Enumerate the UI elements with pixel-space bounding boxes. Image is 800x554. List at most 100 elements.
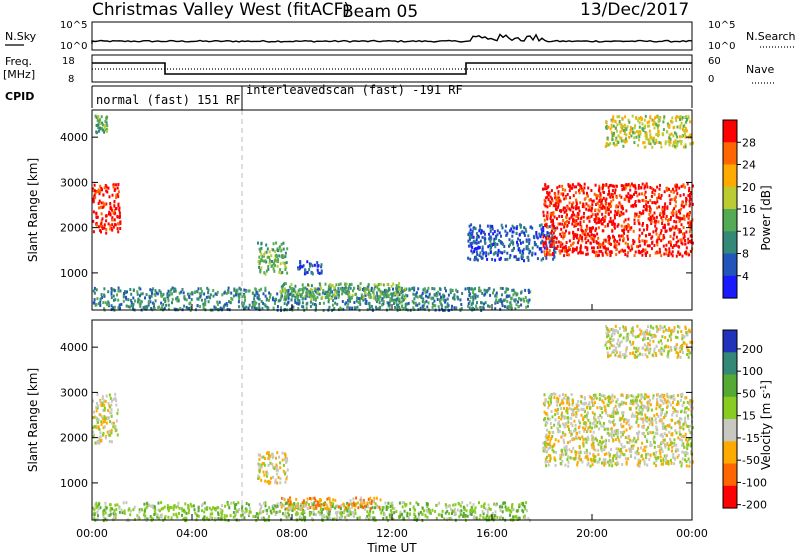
power-echo-cell — [100, 115, 103, 119]
velocity-echo-cell — [488, 507, 491, 511]
power-echo-cell — [259, 270, 262, 274]
velocity-echo-cell — [346, 514, 349, 517]
power-echo-cell — [608, 242, 611, 246]
power-echo-cell — [494, 307, 497, 311]
power-echo-cell — [546, 225, 549, 229]
power-echo-cell — [531, 253, 534, 257]
power-echo-cell — [480, 229, 483, 233]
power-echo-cell — [146, 304, 149, 308]
power-echo-cell — [139, 304, 142, 308]
power-echo-cell — [600, 250, 603, 253]
velocity-echo-cell — [443, 517, 446, 521]
power-echo-cell — [610, 192, 613, 196]
power-echo-cell — [500, 234, 502, 238]
power-echo-cell — [306, 271, 309, 274]
power-echo-cell — [606, 224, 609, 228]
power-echo-cell — [437, 305, 440, 309]
power-echo-cell — [685, 230, 688, 234]
power-echo-cell — [117, 306, 120, 310]
power-echo-cell — [571, 250, 574, 254]
power-echo-cell — [678, 209, 681, 213]
power-echo-cell — [350, 282, 353, 286]
velocity-echo-cell — [288, 513, 291, 517]
velocity-echo-cell — [286, 507, 289, 511]
power-echo-cell — [470, 287, 473, 291]
velocity-echo-cell — [97, 404, 100, 408]
power-echo-cell — [523, 259, 525, 263]
velocity-echo-cell — [513, 515, 516, 519]
power-echo-cell — [347, 290, 350, 294]
velocity-echo-cell — [594, 418, 597, 422]
power-echo-cell — [621, 116, 624, 120]
velocity-echo-cell — [671, 449, 673, 453]
power-echo-cell — [687, 221, 690, 225]
power-echo-cell — [598, 209, 601, 213]
velocity-echo-cell — [419, 510, 422, 514]
power-echo-cell — [154, 293, 157, 297]
power-echo-cell — [483, 239, 486, 243]
power-echo-cell — [565, 229, 567, 233]
power-echo-cell — [624, 218, 627, 222]
velocity-echo-cell — [645, 428, 648, 432]
power-echo-cell — [584, 197, 587, 201]
velocity-echo-cell — [518, 505, 521, 509]
freq-tick-bottom: 8 — [68, 74, 74, 85]
power-echo-cell — [510, 307, 513, 311]
velocity-echo-cell — [598, 427, 601, 431]
power-echo-cell — [483, 236, 486, 240]
power-echo-cell — [519, 241, 522, 245]
velocity-echo-cell — [637, 435, 640, 439]
velocity-echo-cell — [673, 442, 676, 446]
velocity-echo-cell — [425, 503, 428, 507]
velocity-echo-cell — [561, 415, 564, 419]
power-echo-cell — [451, 289, 454, 293]
velocity-echo-cell — [110, 411, 113, 415]
power-echo-cell — [577, 222, 580, 226]
power-echo-cell — [104, 202, 107, 206]
velocity-echo-cell — [426, 505, 429, 508]
power-echo-cell — [554, 193, 557, 197]
power-echo-cell — [490, 245, 493, 249]
power-echo-cell — [596, 232, 599, 236]
velocity-echo-cell — [201, 504, 203, 508]
power-echo-cell — [290, 298, 293, 302]
power-echo-cell — [691, 184, 694, 188]
power-echo-cell — [590, 228, 593, 232]
power-echo-cell — [154, 299, 157, 303]
velocity-echo-cell — [320, 503, 323, 507]
power-echo-cell — [268, 255, 271, 259]
power-echo-cell — [484, 241, 487, 245]
power-echo-cell — [257, 297, 260, 301]
power-echo-cell — [652, 188, 655, 192]
velocity-echo-cell — [329, 516, 332, 520]
velocity-echo-cell — [281, 503, 284, 507]
velocity-echo-cell — [98, 502, 101, 506]
velocity-echo-cell — [399, 514, 402, 518]
velocity-echo-cell — [684, 407, 687, 410]
velocity-echo-cell — [367, 505, 370, 509]
power-echo-cell — [629, 188, 632, 192]
power-echo-cell — [268, 291, 271, 295]
velocity-echo-cell — [401, 501, 404, 505]
power-echo-cell — [571, 222, 574, 226]
power-echo-cell — [655, 138, 658, 142]
power-echo-cell — [260, 287, 263, 291]
velocity-echo-cell — [214, 517, 217, 521]
velocity-echo-cell — [107, 402, 110, 405]
power-colorbar-tick-label: 4 — [742, 270, 749, 283]
power-echo-cell — [320, 269, 323, 273]
power-echo-cell — [528, 241, 531, 245]
power-echo-cell — [624, 130, 627, 134]
power-echo-cell — [525, 245, 528, 249]
power-echo-cell — [648, 129, 651, 133]
power-echo-cell — [267, 265, 270, 268]
power-echo-cell — [270, 254, 273, 258]
power-echo-cell — [672, 211, 675, 215]
velocity-echo-cell — [351, 511, 354, 514]
velocity-echo-cell — [640, 454, 643, 458]
power-echo-cell — [214, 306, 217, 310]
power-echo-cell — [109, 205, 112, 209]
power-echo-cell — [468, 290, 470, 294]
velocity-echo-cell — [295, 497, 298, 501]
power-echo-cell — [423, 303, 426, 307]
